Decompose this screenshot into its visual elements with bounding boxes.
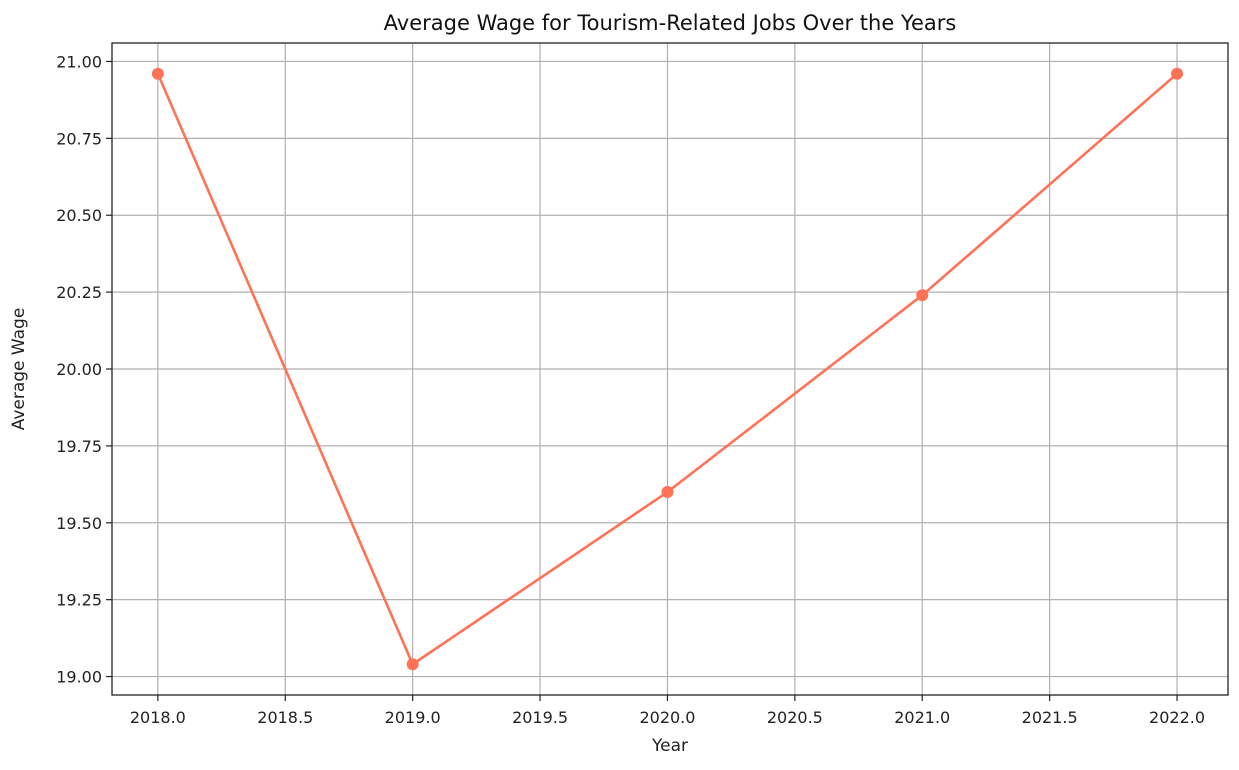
y-tick-label: 19.00: [56, 668, 102, 687]
data-point-marker: [151, 67, 164, 80]
grid-layer: [112, 43, 1228, 695]
data-point-marker: [406, 658, 419, 671]
x-tick-label: 2020.0: [639, 708, 695, 727]
chart-title: Average Wage for Tourism-Related Jobs Ov…: [384, 11, 957, 35]
y-tick-label: 20.75: [56, 129, 102, 148]
x-tick-label: 2022.0: [1149, 708, 1205, 727]
data-point-marker: [661, 486, 674, 499]
x-tick-label: 2018.0: [130, 708, 186, 727]
y-axis-label: Average Wage: [9, 308, 29, 431]
x-axis-label: Year: [651, 736, 688, 756]
y-tick-label: 20.25: [56, 283, 102, 302]
x-tick-label: 2019.0: [385, 708, 441, 727]
y-tick-label: 19.75: [56, 437, 102, 456]
y-tick-label: 19.25: [56, 591, 102, 610]
y-tick-label: 20.50: [56, 206, 102, 225]
tick-layer: 2018.0 2018.5 2019.0 2019.5 2020.0 2020.5 2021…: [56, 52, 1205, 727]
x-tick-label: 2018.5: [257, 708, 313, 727]
x-tick-label: 2020.5: [767, 708, 823, 727]
data-point-marker: [1171, 67, 1184, 80]
x-tick-label: 2019.5: [512, 708, 568, 727]
y-tick-label: 21.00: [56, 52, 102, 71]
x-tick-label: 2021.5: [1022, 708, 1078, 727]
data-point-marker: [916, 289, 929, 302]
y-tick-label: 19.50: [56, 514, 102, 533]
series-layer: [151, 67, 1184, 671]
x-tick-label: 2021.0: [894, 708, 950, 727]
y-tick-label: 20.00: [56, 360, 102, 379]
